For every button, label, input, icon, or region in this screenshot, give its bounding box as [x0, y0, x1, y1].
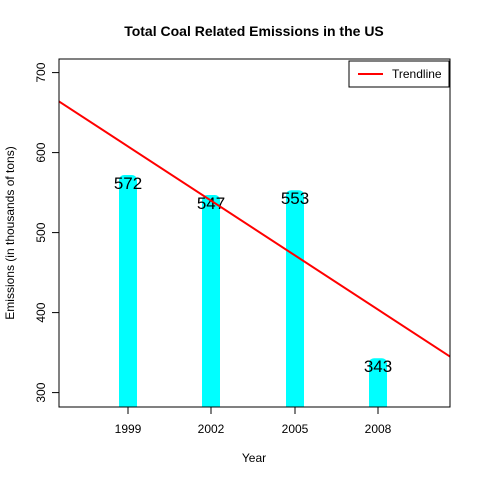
bars-group	[119, 175, 387, 407]
bar-base-1999	[119, 183, 137, 407]
y-tick-label-700: 700	[34, 62, 48, 82]
trendline	[58, 100, 451, 358]
legend: Trendline	[348, 60, 450, 88]
plot-frame	[58, 58, 451, 408]
legend-trendline-label: Trendline	[392, 67, 442, 81]
bar-base-2002	[202, 203, 220, 407]
y-tick-label-300: 300	[34, 382, 48, 402]
x-tick-label-2005: 2005	[282, 422, 309, 436]
chart-title: Total Coal Related Emissions in the US	[124, 23, 384, 39]
plot-area: 572 547 553 343	[58, 58, 451, 408]
data-label-2008: 343	[364, 357, 392, 376]
y-axis-label: Emissions (in thousands of tons)	[3, 146, 17, 319]
bar-base-2008	[369, 366, 387, 407]
y-axis: 300 400 500 600 700	[34, 62, 59, 403]
x-axis-label: Year	[242, 451, 266, 465]
data-label-2005: 553	[281, 189, 309, 208]
y-tick-label-500: 500	[34, 222, 48, 242]
x-tick-label-1999: 1999	[115, 422, 142, 436]
x-axis: 1999 2002 2005 2008	[115, 407, 392, 436]
y-tick-label-400: 400	[34, 302, 48, 322]
data-labels-group: 572 547 553 343	[114, 174, 392, 376]
x-tick-label-2008: 2008	[365, 422, 392, 436]
data-label-1999: 572	[114, 174, 142, 193]
bar-base-2005	[286, 198, 304, 407]
data-label-2002: 547	[197, 194, 225, 213]
y-tick-label-600: 600	[34, 142, 48, 162]
x-tick-label-2002: 2002	[198, 422, 225, 436]
